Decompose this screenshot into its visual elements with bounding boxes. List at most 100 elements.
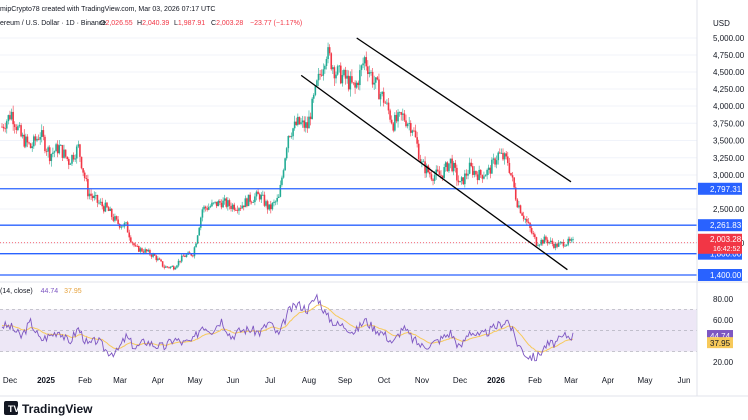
candle-body	[424, 161, 426, 174]
time-tick: May	[637, 376, 652, 385]
channel-lower-line[interactable]	[300, 74, 568, 271]
candle-body	[421, 161, 423, 163]
candle-body	[238, 208, 240, 211]
candle-body	[4, 128, 6, 130]
candle-body	[63, 149, 65, 158]
candle-body	[545, 236, 547, 240]
candle-body	[87, 179, 89, 197]
candle-body	[406, 123, 409, 127]
candle-body	[325, 59, 328, 66]
rsi-tick: 60.00	[713, 316, 734, 325]
time-tick: Mar	[564, 376, 578, 385]
candle-body	[28, 142, 30, 144]
candle-body	[303, 120, 306, 128]
candle-body	[451, 158, 453, 172]
time-tick: 2025	[37, 376, 55, 385]
tradingview-logo[interactable]: TV TradingView	[4, 401, 93, 416]
candle-body	[150, 254, 153, 257]
tradingview-logo-glyph: TV	[8, 404, 20, 414]
candle-body	[467, 173, 469, 176]
candle-body	[166, 266, 169, 268]
candle-body	[195, 243, 197, 248]
candle-body	[262, 194, 264, 196]
candle-body	[96, 195, 99, 203]
candle-body	[203, 206, 205, 210]
candle-body	[419, 159, 422, 163]
time-tick: Aug	[302, 376, 316, 385]
candle-body	[432, 179, 434, 181]
channel-upper-line[interactable]	[356, 37, 572, 183]
candle-body	[169, 266, 172, 268]
candle-body	[441, 175, 444, 178]
candle-body	[524, 219, 527, 220]
ohlc-l: L1,987.91	[174, 20, 205, 27]
candle-body	[207, 207, 210, 210]
candle-body	[52, 152, 54, 154]
candle-body	[314, 86, 317, 95]
candle-body	[93, 195, 96, 199]
rsi-tick: 80.00	[713, 295, 734, 304]
candle-body	[400, 112, 403, 115]
candle-body	[265, 201, 267, 206]
candle-body	[491, 159, 493, 174]
candle-body	[554, 243, 557, 248]
candle-body	[17, 126, 19, 130]
candle-body	[42, 130, 45, 137]
time-axis[interactable]: Dec 2025 Feb Mar Apr May Jun Jul Aug Sep Oct Nov Dec…	[3, 376, 691, 385]
candle-body	[332, 67, 334, 70]
rsi-ma-line	[1, 304, 574, 353]
candle-body	[492, 158, 495, 160]
candle-body	[473, 170, 476, 175]
price-tick: 5,000.00	[713, 34, 745, 43]
candle-body	[446, 162, 449, 172]
time-tick: Mar	[113, 376, 127, 385]
candle-body	[255, 191, 258, 197]
candle-body	[260, 194, 263, 200]
candle-body	[80, 156, 83, 169]
candle-body	[465, 173, 468, 176]
ohlc-o: O2,026.55	[100, 20, 133, 27]
candle-body	[88, 193, 91, 197]
candle-body	[354, 82, 356, 88]
candle-body	[139, 248, 142, 252]
candle-body	[475, 170, 477, 175]
candle-body	[343, 69, 345, 76]
level-label: 1,800.00	[710, 250, 742, 259]
candle-body	[567, 238, 570, 245]
candle-body	[287, 135, 290, 149]
time-tick: Jun	[227, 376, 240, 385]
rsi-pane[interactable]	[0, 281, 748, 362]
candle-body	[168, 267, 170, 268]
candle-body	[75, 146, 78, 159]
candle-body	[333, 67, 336, 79]
candle-body	[158, 258, 161, 260]
candle-body	[363, 57, 366, 64]
candle-body	[553, 244, 555, 248]
candle-body	[457, 180, 460, 183]
candle-body	[390, 119, 393, 124]
candle-body	[397, 112, 399, 122]
candle-body	[249, 194, 251, 202]
candle-body	[347, 75, 350, 90]
rsi-tick: 20.00	[713, 358, 734, 367]
candle-body	[413, 130, 415, 132]
time-tick: May	[187, 376, 202, 385]
candle-body	[456, 167, 458, 181]
price-pane[interactable]	[0, 37, 697, 276]
candle-body	[37, 138, 40, 140]
candle-body	[335, 74, 337, 79]
candle-body	[338, 65, 340, 67]
candle-body	[570, 239, 573, 241]
candle-body	[157, 258, 159, 261]
candle-body	[499, 152, 501, 154]
price-tick: 3,500.00	[713, 137, 745, 146]
candle-body	[487, 167, 490, 170]
candle-body	[538, 244, 541, 246]
candle-body	[198, 227, 201, 236]
ohlc-h: H2,040.39	[137, 20, 169, 27]
candle-body	[91, 195, 94, 199]
candle-body	[351, 76, 353, 83]
candle-body	[242, 205, 245, 208]
